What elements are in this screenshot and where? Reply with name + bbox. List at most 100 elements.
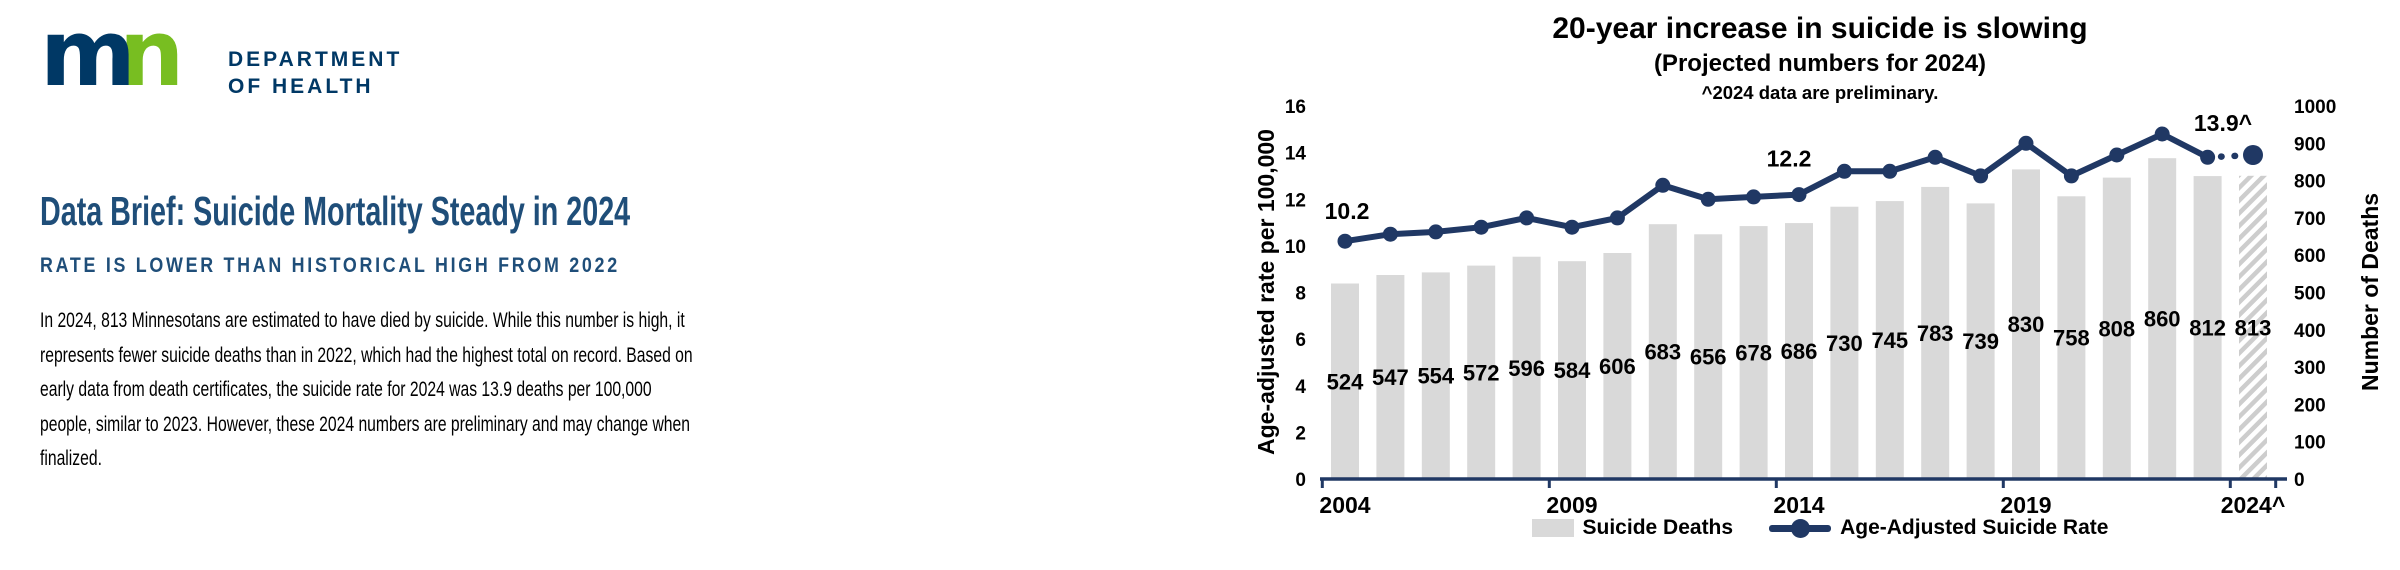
summary-line: In 2024, 813 Minnesotans are estimated t…: [40, 308, 685, 332]
rate-marker: [1609, 210, 1625, 226]
deaths-bar: [2239, 175, 2267, 480]
bar-value-label: 547: [1372, 365, 1409, 390]
left-y-tick-label: 16: [1285, 97, 1306, 118]
left-y-tick-label: 4: [1295, 377, 1306, 398]
right-y-tick-label: 900: [2294, 134, 2326, 155]
rate-marker: [1655, 177, 1671, 193]
deaths-bar: [1512, 256, 1541, 479]
right-y-tick-label: 500: [2294, 284, 2326, 305]
deaths-bar: [1966, 203, 1995, 479]
bar-value-label: 808: [2098, 316, 2135, 341]
deaths-bar: [2193, 176, 2222, 479]
bar-value-label: 830: [2008, 312, 2045, 337]
left-y-tick-label: 0: [1295, 470, 1306, 491]
chart-subtitle: (Projected numbers for 2024): [1653, 50, 1987, 77]
department-line1: DEPARTMENT: [228, 48, 403, 71]
mn-logo-n: n: [118, 0, 184, 107]
department-wordmark: DEPARTMENT OF HEALTH: [228, 46, 402, 100]
rate-marker: [1337, 233, 1353, 249]
x-tick-label: 2024^: [2221, 492, 2286, 518]
deaths-bar: [1785, 223, 1813, 479]
bar-value-label: 860: [2144, 307, 2181, 332]
right-y-tick-label: 700: [2294, 209, 2326, 230]
x-tick-label: 2009: [1546, 492, 1597, 518]
rate-marker: [1791, 187, 1807, 203]
page-subtitle: RATE IS LOWER THAN HISTORICAL HIGH FROM …: [40, 254, 620, 277]
left-axis-title: Age-adjusted rate per 100,000: [1253, 129, 1279, 455]
rate-marker: [1473, 219, 1489, 235]
summary-line: people, similar to 2023. However, these …: [40, 411, 690, 436]
right-y-tick-label: 300: [2294, 358, 2326, 379]
bar-value-label: 730: [1826, 331, 1863, 356]
bar-value-label: 739: [1962, 329, 1999, 354]
deaths-bar: [1694, 234, 1723, 479]
legend-label: Suicide Deaths: [1582, 516, 1734, 539]
right-y-tick-label: 800: [2294, 172, 2326, 193]
summary-line: early data from death certificates, the …: [40, 377, 652, 401]
bar-value-label: 524: [1327, 369, 1364, 394]
right-y-tick-label: 0: [2294, 470, 2305, 491]
chart-footnote: ^2024 data are preliminary.: [1701, 82, 1939, 103]
bar-swatch-icon: [1531, 519, 1574, 537]
deaths-bar: [1603, 253, 1632, 479]
deaths-bar: [1376, 275, 1405, 479]
rate-line: [1344, 131, 2209, 245]
x-tick-label: 2004: [1319, 492, 1370, 518]
right-y-tick-label: 200: [2294, 395, 2326, 416]
summary-line: finalized.: [40, 446, 102, 470]
right-y-tick-label: 1000: [2294, 97, 2336, 118]
left-y-tick-label: 2: [1295, 423, 1306, 444]
rate-marker: [1564, 219, 1580, 235]
summary-line: represents fewer suicide deaths than in …: [40, 342, 693, 367]
bar-value-label: 678: [1735, 341, 1772, 366]
mn-logo: mn: [40, 4, 184, 104]
rate-marker: [2154, 126, 2170, 142]
bar-value-label: 683: [1644, 340, 1681, 365]
bar-value-label: 572: [1463, 360, 1500, 385]
rate-callout-label: 10.2: [1325, 198, 1370, 224]
deaths-bar: [1558, 261, 1586, 479]
rate-marker: [1519, 210, 1535, 226]
rate-marker: [2018, 135, 2034, 151]
page-title: Data Brief: Suicide Mortality Steady in …: [40, 188, 631, 234]
rate-marker: [2200, 149, 2216, 165]
deaths-bar: [1875, 201, 1904, 479]
bar-value-label: 554: [1417, 364, 1454, 389]
rate-marker: [2109, 147, 2125, 163]
rate-marker: [1927, 149, 1943, 165]
legend-label: Age-Adjusted Suicide Rate: [1840, 516, 2109, 539]
deaths-bar: [1331, 283, 1359, 479]
legend-item-rate: Age-Adjusted Suicide Rate: [1769, 516, 2108, 540]
left-y-tick-label: 14: [1285, 144, 1307, 165]
rate-marker: [1973, 168, 1989, 184]
rate-marker: [1382, 226, 1398, 242]
bar-value-label: 758: [2053, 326, 2090, 351]
bar-value-label: 656: [1690, 345, 1727, 370]
bar-value-label: 596: [1508, 356, 1545, 381]
deaths-bar: [1467, 265, 1496, 479]
rate-callout-label: 12.2: [1767, 146, 1812, 172]
rate-marker: [1700, 191, 1716, 207]
suicide-trend-chart: 20-year increase in suicide is slowing (…: [1240, 0, 2400, 570]
right-y-tick-label: 400: [2294, 321, 2326, 342]
chart-plot-area: 524 547 554 572 596 584 606 683 656 678 686 730 745 7…: [1285, 97, 2336, 518]
left-y-tick-label: 8: [1295, 284, 1306, 305]
rate-marker: [1882, 163, 1898, 179]
chart-title: 20-year increase in suicide is slowing: [1552, 12, 2088, 45]
legend-item-suicide-deaths: Suicide Deaths: [1531, 516, 1734, 540]
rate-marker: [1428, 224, 1444, 240]
deaths-bar: [1830, 206, 1859, 479]
bar-value-label: 812: [2189, 316, 2226, 341]
line-swatch-icon: [1769, 518, 1832, 538]
deaths-bar: [2012, 169, 2040, 479]
rate-marker: [1836, 163, 1852, 179]
right-y-tick-label: 100: [2294, 433, 2326, 454]
rate-marker: [2243, 145, 2263, 165]
deaths-bar: [2148, 158, 2177, 479]
bar-value-label: 686: [1781, 339, 1818, 364]
deaths-bar: [2057, 196, 2086, 480]
summary-paragraph: In 2024, 813 Minnesotans are estimated t…: [40, 303, 693, 476]
deaths-bar: [1648, 224, 1677, 479]
deaths-bar: [1421, 272, 1450, 479]
